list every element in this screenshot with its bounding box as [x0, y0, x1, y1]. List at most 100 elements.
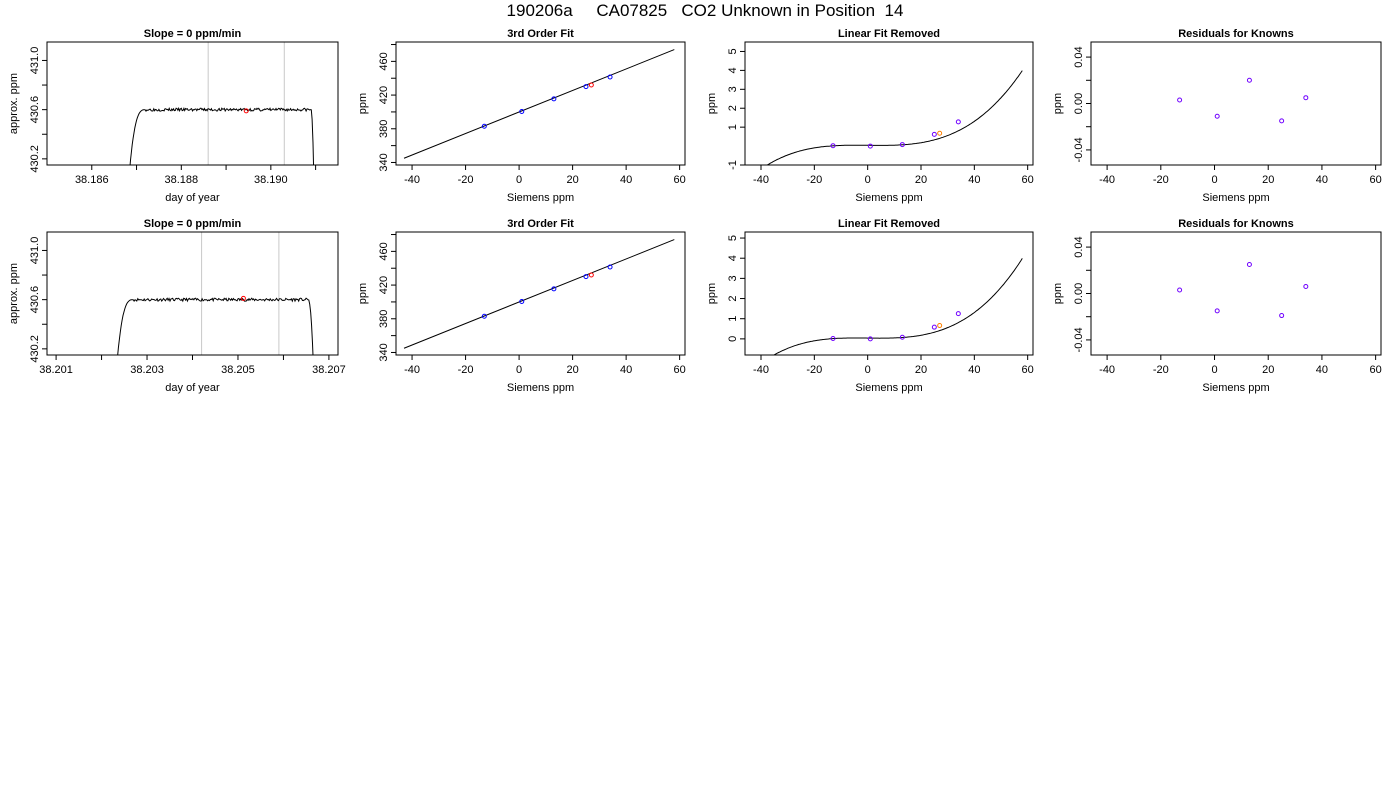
data-point	[899, 334, 905, 340]
data-point	[830, 143, 836, 149]
y-tick-label: 460	[378, 242, 390, 260]
x-tick-label: 20	[566, 174, 578, 186]
x-tick-label: -40	[404, 364, 420, 376]
chart-panel: Linear Fit Removed -40 -20 0 20 40 60 -1 1 2 3 4 5 Si…	[706, 28, 1034, 204]
y-tick-label: 420	[378, 86, 390, 104]
mean-point	[240, 295, 246, 301]
y-tick-label: 0	[727, 336, 739, 342]
x-tick-label: 40	[1316, 174, 1328, 186]
x-tick-label: 38.186	[75, 174, 109, 186]
mean-point	[243, 108, 249, 114]
data-point	[519, 109, 525, 115]
x-tick-label: 60	[1370, 174, 1382, 186]
x-tick-label: 0	[1211, 174, 1217, 186]
fit-line	[403, 239, 675, 349]
y-tick-label: 3	[727, 275, 739, 281]
data-point	[1279, 118, 1285, 124]
chart-panel: Residuals for Knowns -40 -20 0 20 40 60 -0.04 0.…	[1052, 218, 1382, 394]
y-tick-label: 4	[727, 67, 739, 73]
data-point	[937, 130, 943, 136]
y-tick-label: -1	[727, 160, 739, 170]
data-point	[551, 286, 557, 292]
plot-area	[1177, 77, 1309, 124]
chart-title: 3rd Order Fit	[507, 28, 574, 40]
y-tick-label: 0.00	[1073, 93, 1085, 114]
plot-frame	[395, 231, 686, 356]
x-tick-label: -20	[806, 174, 822, 186]
data-point	[1246, 77, 1252, 83]
x-tick-label: 40	[620, 364, 632, 376]
y-tick-label: 431.0	[29, 47, 41, 75]
x-tick-label: -40	[753, 364, 769, 376]
data-point	[583, 84, 589, 90]
y-tick-label: 2	[727, 105, 739, 111]
x-tick-label: 0	[865, 364, 871, 376]
data-point	[1177, 287, 1183, 293]
x-tick-label: 38.190	[254, 174, 288, 186]
y-tick-label: 3	[727, 86, 739, 92]
data-point	[867, 143, 873, 149]
y-axis-label: approx. ppm	[8, 263, 20, 324]
y-axis-label: ppm	[1052, 93, 1064, 114]
data-point	[519, 299, 525, 305]
plot-area	[117, 232, 314, 355]
chart-title: Linear Fit Removed	[838, 218, 940, 230]
y-tick-label: 430.6	[29, 286, 41, 314]
y-tick-label: -0.04	[1073, 137, 1085, 162]
data-point	[1214, 308, 1220, 314]
plot-frame	[46, 231, 339, 356]
data-point	[551, 96, 557, 102]
x-tick-label: 0	[516, 364, 522, 376]
y-tick-label: 0.00	[1073, 283, 1085, 304]
plot-frame	[744, 231, 1034, 356]
x-tick-label: -20	[1153, 174, 1169, 186]
chart-title: Slope = 0 ppm/min	[144, 28, 242, 40]
x-axis-label: Siemens ppm	[1202, 192, 1269, 204]
plot-area	[766, 70, 1023, 165]
x-tick-label: 20	[1262, 174, 1274, 186]
x-tick-label: 60	[1022, 364, 1034, 376]
y-axis-label: ppm	[357, 93, 369, 114]
chart-title: Residuals for Knowns	[1178, 28, 1294, 40]
x-tick-label: 40	[620, 174, 632, 186]
y-axis-label: approx. ppm	[8, 73, 20, 134]
x-axis-label: Siemens ppm	[855, 192, 922, 204]
x-tick-label: 38.201	[39, 364, 73, 376]
x-tick-label: -40	[1099, 364, 1115, 376]
y-tick-label: 340	[378, 343, 390, 361]
y-tick-label: 430.2	[29, 335, 41, 363]
plot-frame	[744, 41, 1034, 166]
x-tick-label: 40	[968, 174, 980, 186]
x-tick-label: 0	[516, 174, 522, 186]
x-tick-label: 60	[1370, 364, 1382, 376]
figure-title: 190206a CA07825 CO2 Unknown in Position …	[506, 1, 904, 20]
plot-area	[129, 42, 315, 165]
plot-frame	[395, 41, 686, 166]
chart-panel: Linear Fit Removed -40 -20 0 20 40 60 0 1 2 3 4 5 Sie…	[706, 218, 1034, 394]
y-axis-label: ppm	[706, 93, 718, 114]
plot-frame	[1090, 231, 1382, 356]
x-tick-label: 60	[674, 174, 686, 186]
fit-curve	[772, 258, 1023, 355]
x-axis-label: day of year	[165, 382, 220, 394]
x-axis-label: day of year	[165, 192, 220, 204]
fit-line	[403, 49, 675, 159]
chart-panel: 3rd Order Fit -40 -20 0 20 40 60 340 380 420 460 Si…	[357, 28, 686, 204]
y-tick-label: -0.04	[1073, 327, 1085, 352]
x-tick-label: 20	[915, 174, 927, 186]
concentration-trace	[129, 106, 315, 165]
x-tick-label: 60	[1022, 174, 1034, 186]
data-point	[830, 335, 836, 341]
chart-panel: 3rd Order Fit -40 -20 0 20 40 60 340 380 420 460 Si…	[357, 218, 686, 394]
data-point	[588, 82, 594, 88]
x-tick-label: -20	[1153, 364, 1169, 376]
x-tick-label: -40	[1099, 174, 1115, 186]
data-point	[583, 274, 589, 280]
chart-title: Linear Fit Removed	[838, 28, 940, 40]
data-point	[955, 311, 961, 317]
y-tick-label: 2	[727, 295, 739, 301]
data-point	[481, 313, 487, 319]
data-point	[1246, 261, 1252, 267]
x-axis-label: Siemens ppm	[855, 382, 922, 394]
